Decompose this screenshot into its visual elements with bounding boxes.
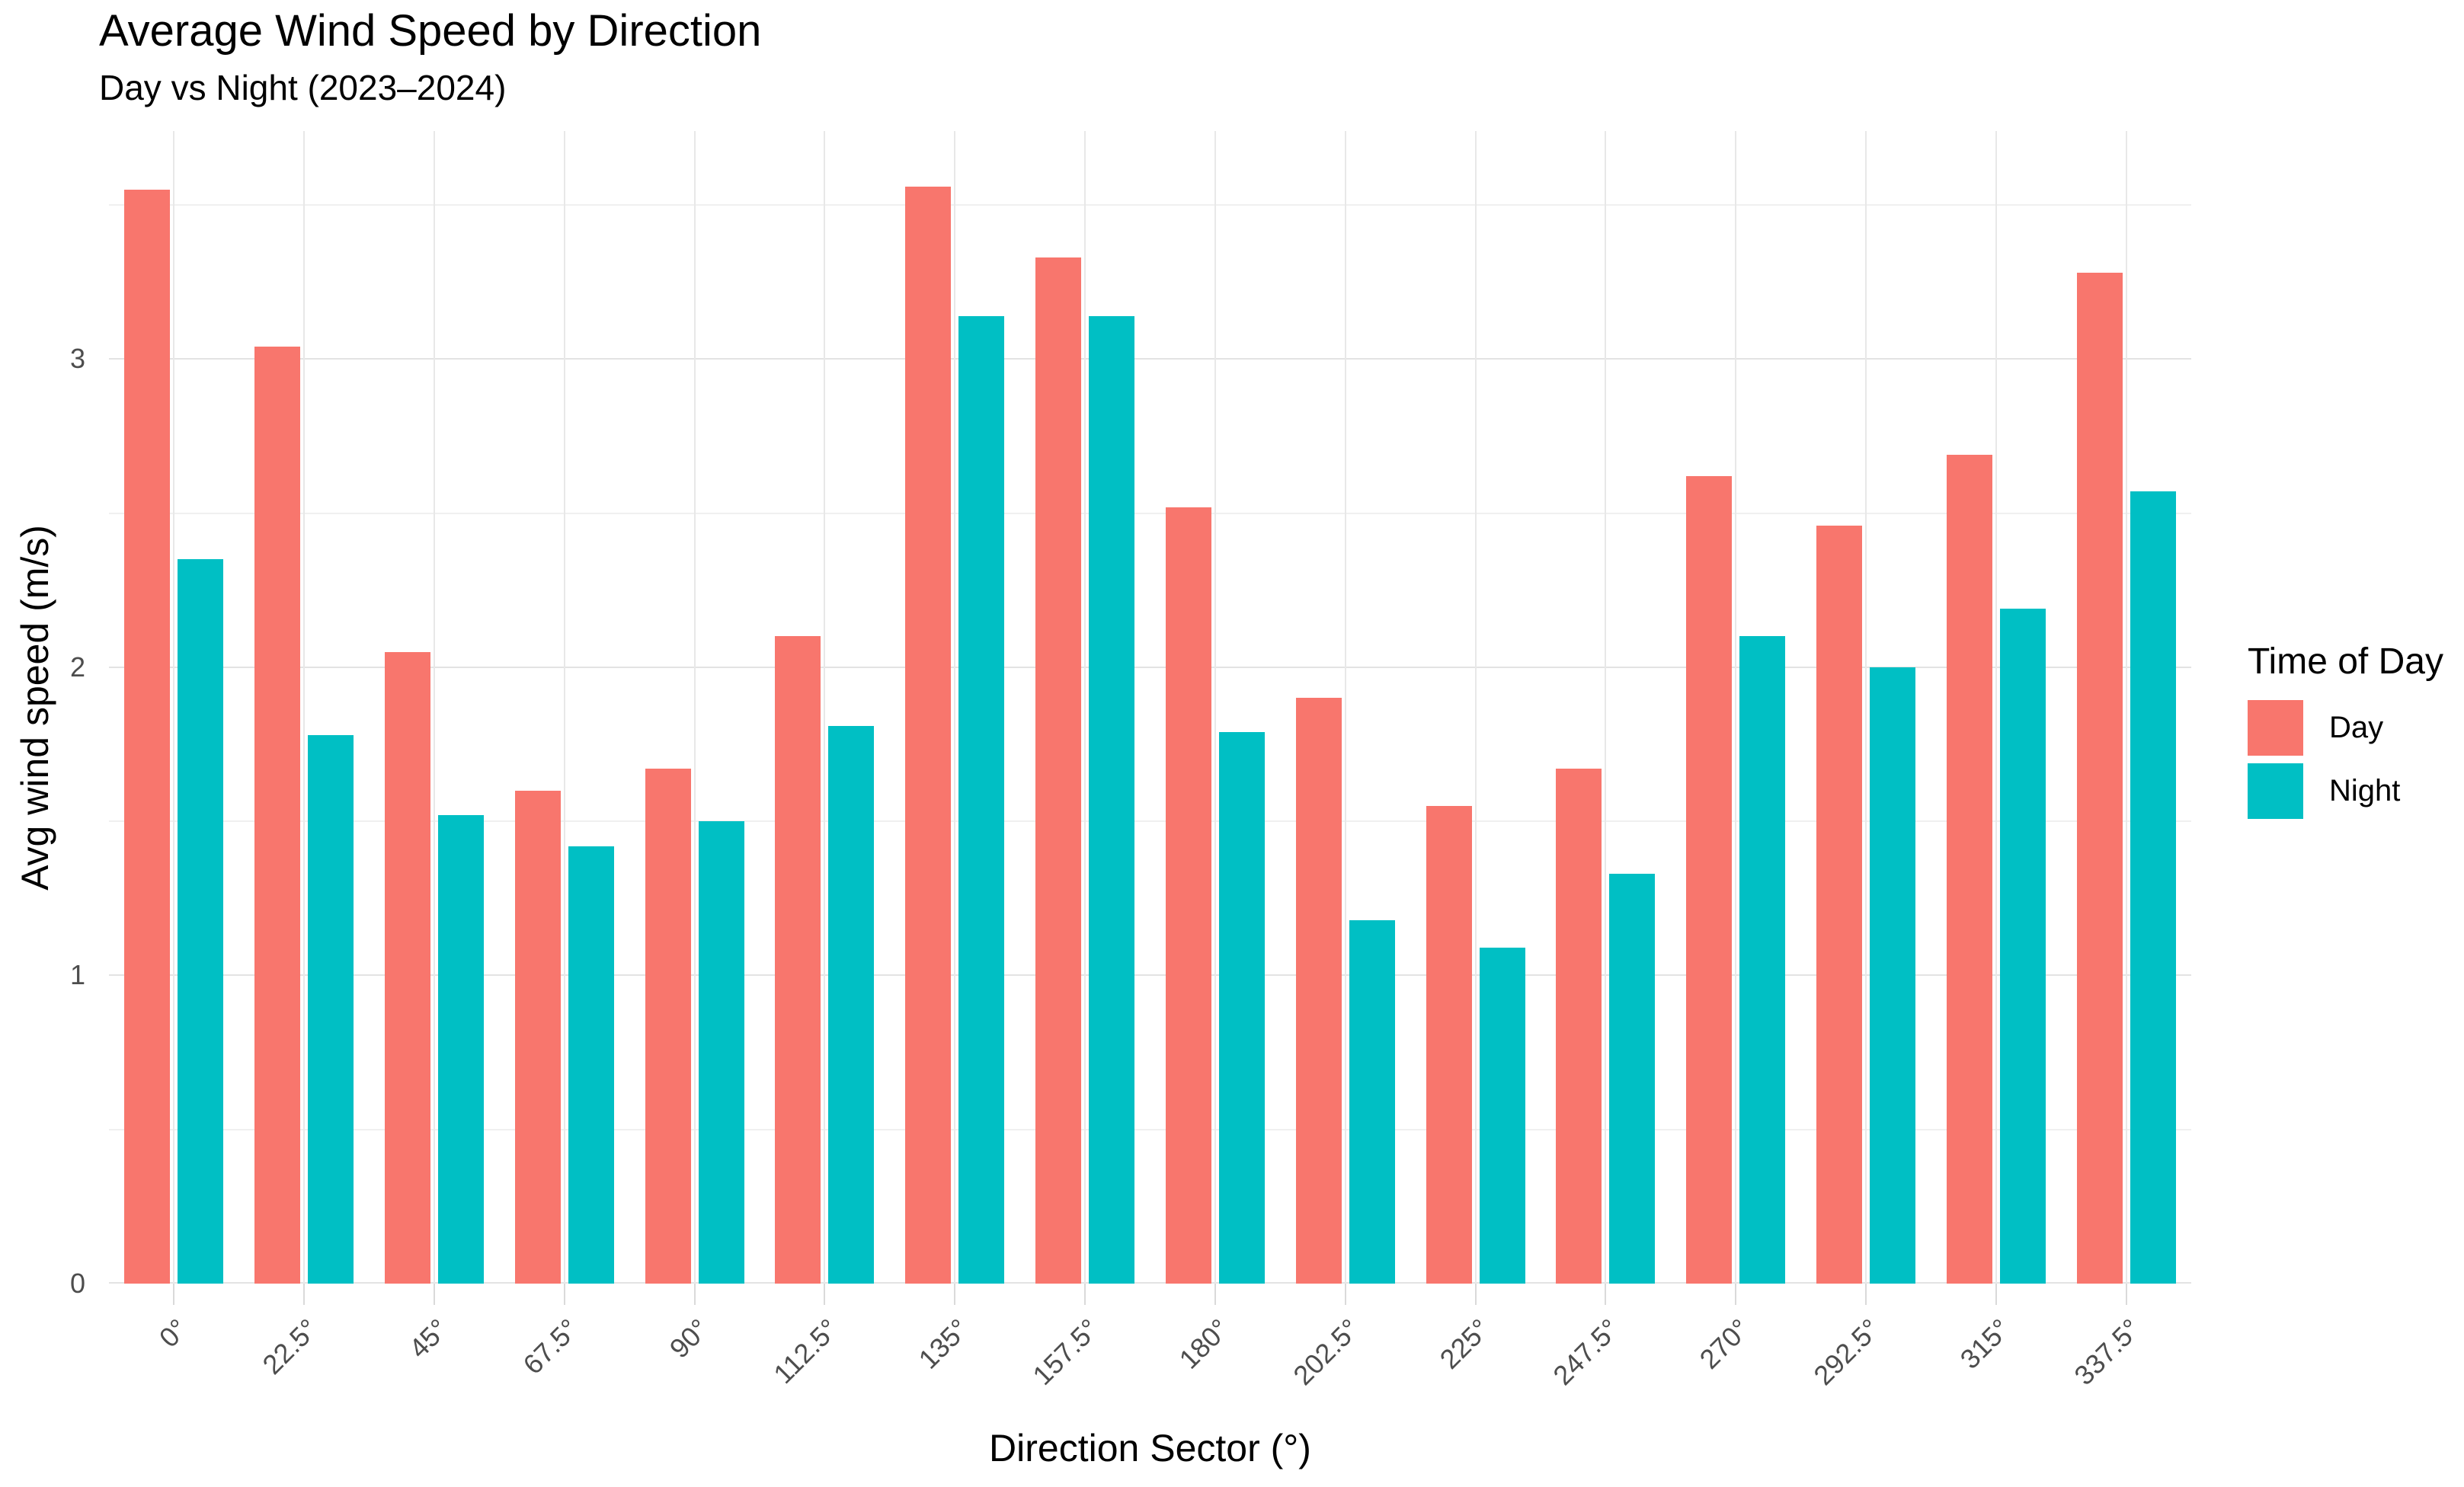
y-tick-label-3: 3 bbox=[69, 343, 85, 375]
bar-day-11 bbox=[1556, 769, 1602, 1284]
bar-night-2 bbox=[438, 815, 485, 1284]
bar-day-10 bbox=[1426, 805, 1472, 1284]
gridline-minor-y-1.5 bbox=[109, 820, 2191, 823]
x-axis-title: Direction Sector (°) bbox=[989, 1427, 1311, 1469]
gridline-x-14 bbox=[1995, 131, 1997, 1284]
legend-label-night: Night bbox=[2329, 773, 2401, 807]
bar-day-12 bbox=[1686, 476, 1733, 1284]
bar-day-0 bbox=[124, 189, 171, 1284]
gridline-x-13 bbox=[1864, 131, 1867, 1284]
gridline-major-y-1 bbox=[109, 974, 2191, 977]
gridline-x-11 bbox=[1605, 131, 1607, 1284]
plot-panel bbox=[109, 131, 2191, 1284]
bar-night-8 bbox=[1218, 731, 1265, 1284]
day-color-swatch bbox=[2248, 699, 2303, 756]
gridline-major-y-3 bbox=[109, 358, 2191, 360]
x-tick-mark-4 bbox=[693, 1284, 696, 1305]
bar-night-10 bbox=[1479, 948, 1525, 1284]
bar-night-13 bbox=[1869, 667, 1915, 1284]
y-tick-label-2: 2 bbox=[69, 651, 85, 683]
bar-night-11 bbox=[1609, 873, 1656, 1284]
x-tick-mark-11 bbox=[1605, 1284, 1607, 1305]
gridline-x-2 bbox=[434, 131, 436, 1284]
gridline-major-y-0 bbox=[109, 1282, 2191, 1284]
bar-night-6 bbox=[958, 315, 1005, 1284]
bar-night-5 bbox=[828, 725, 875, 1284]
bar-day-7 bbox=[1035, 257, 1082, 1284]
bar-day-13 bbox=[1816, 525, 1862, 1284]
x-tick-mark-1 bbox=[303, 1284, 306, 1305]
gridline-x-5 bbox=[824, 131, 826, 1284]
gridline-x-10 bbox=[1474, 131, 1477, 1284]
bar-night-4 bbox=[698, 821, 744, 1284]
gridline-major-y-2 bbox=[109, 666, 2191, 668]
legend-label-day: Day bbox=[2329, 710, 2384, 744]
bar-day-4 bbox=[645, 769, 691, 1284]
legend-title: Time of Day bbox=[2248, 641, 2443, 682]
gridline-x-12 bbox=[1735, 131, 1737, 1284]
bar-day-15 bbox=[2076, 273, 2123, 1284]
bar-day-9 bbox=[1295, 698, 1342, 1284]
x-tick-mark-14 bbox=[1995, 1284, 1997, 1305]
chart-subtitle: Day vs Night (2023–2024) bbox=[99, 68, 507, 107]
bar-day-6 bbox=[905, 186, 952, 1284]
x-tick-mark-15 bbox=[2125, 1284, 2127, 1305]
gridline-x-3 bbox=[563, 131, 565, 1284]
bar-day-3 bbox=[514, 790, 561, 1284]
bar-night-0 bbox=[178, 559, 224, 1284]
x-tick-mark-12 bbox=[1735, 1284, 1737, 1305]
gridline-x-8 bbox=[1214, 131, 1216, 1284]
bar-night-12 bbox=[1739, 636, 1786, 1284]
x-tick-mark-9 bbox=[1344, 1284, 1346, 1305]
bar-night-14 bbox=[1999, 609, 2046, 1284]
legend: Time of Day Day Night bbox=[2248, 640, 2443, 826]
gridline-x-15 bbox=[2125, 131, 2127, 1284]
legend-item-day: Day bbox=[2248, 699, 2443, 756]
x-tick-mark-3 bbox=[563, 1284, 565, 1305]
x-tick-mark-0 bbox=[173, 1284, 175, 1305]
gridline-x-1 bbox=[303, 131, 306, 1284]
gridline-minor-y-3.5 bbox=[109, 204, 2191, 206]
gridline-minor-y-0.5 bbox=[109, 1128, 2191, 1130]
x-tick-mark-6 bbox=[954, 1284, 956, 1305]
x-tick-mark-7 bbox=[1084, 1284, 1086, 1305]
x-tick-mark-10 bbox=[1474, 1284, 1477, 1305]
x-tick-mark-13 bbox=[1864, 1284, 1867, 1305]
x-tick-mark-8 bbox=[1214, 1284, 1216, 1305]
gridline-x-0 bbox=[173, 131, 175, 1284]
night-color-swatch bbox=[2248, 763, 2303, 819]
bar-night-1 bbox=[308, 734, 354, 1284]
bar-day-14 bbox=[1946, 454, 1992, 1284]
bar-day-8 bbox=[1165, 507, 1211, 1284]
legend-item-night: Night bbox=[2248, 763, 2443, 819]
y-axis-title: Avg wind speed (m/s) bbox=[14, 525, 56, 891]
bar-day-5 bbox=[775, 636, 821, 1284]
bar-day-2 bbox=[385, 651, 431, 1284]
gridline-x-4 bbox=[693, 131, 696, 1284]
gridline-minor-y-2.5 bbox=[109, 512, 2191, 514]
bar-night-3 bbox=[568, 846, 614, 1284]
y-tick-label-1: 1 bbox=[69, 959, 85, 991]
gridline-x-7 bbox=[1084, 131, 1086, 1284]
bar-night-15 bbox=[2130, 491, 2176, 1284]
bar-night-9 bbox=[1349, 919, 1395, 1284]
bar-night-7 bbox=[1089, 315, 1135, 1284]
bar-day-1 bbox=[254, 347, 301, 1284]
x-tick-mark-5 bbox=[824, 1284, 826, 1305]
chart-title: Average Wind Speed by Direction bbox=[99, 6, 762, 56]
x-tick-mark-2 bbox=[434, 1284, 436, 1305]
y-tick-label-0: 0 bbox=[69, 1268, 85, 1299]
gridline-x-9 bbox=[1344, 131, 1346, 1284]
gridline-x-6 bbox=[954, 131, 956, 1284]
